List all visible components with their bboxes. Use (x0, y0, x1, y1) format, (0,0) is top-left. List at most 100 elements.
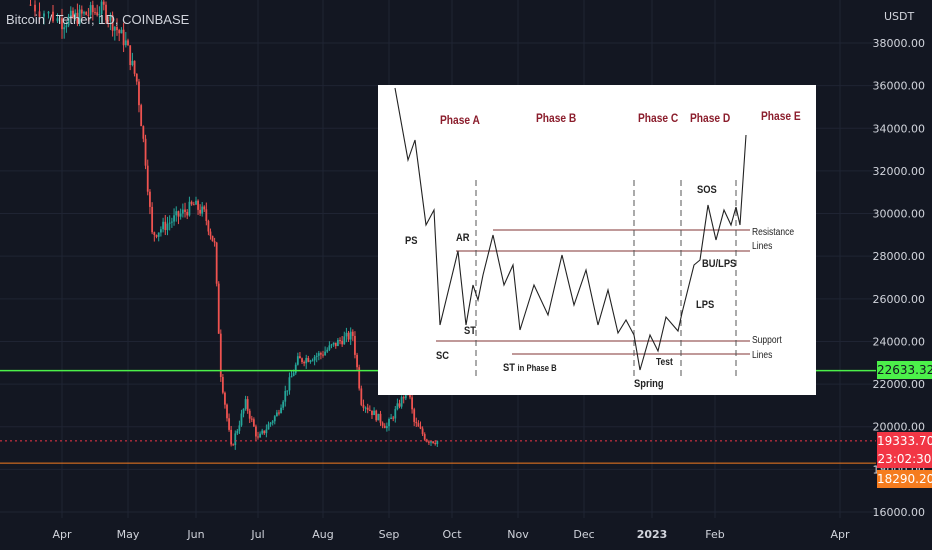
candle-body (371, 410, 373, 416)
candle-body (74, 12, 77, 18)
candle-body (288, 377, 291, 391)
candle-body (343, 336, 346, 345)
candle-body (332, 342, 335, 345)
candle-body (177, 211, 180, 217)
candle-body (354, 335, 356, 355)
candle-body (61, 18, 63, 30)
candle-body (94, 12, 96, 14)
candle-body (360, 388, 363, 405)
candle-body (224, 392, 226, 405)
candle-body (211, 235, 214, 242)
candle-body (215, 242, 218, 284)
candle-body (334, 342, 337, 347)
phase-d-label: Phase D (690, 111, 731, 125)
candle-body (127, 40, 129, 46)
candle-body (230, 429, 233, 445)
candle-body (246, 399, 249, 411)
candle-body (358, 367, 361, 389)
candle-body (303, 361, 306, 364)
candle-body (160, 229, 162, 233)
sc-label: SC (436, 350, 449, 362)
ar-label: AR (456, 232, 470, 244)
y-tick-label: 26000.00 (873, 293, 926, 306)
candle-body (213, 241, 216, 243)
candle-body (170, 221, 173, 223)
candle-body (190, 201, 193, 205)
x-tick-label: Aug (312, 528, 333, 541)
x-tick-label: Apr (52, 528, 72, 541)
bu-lps-label: BU/LPS (702, 258, 737, 270)
resistance-lines-label: Lines (752, 241, 773, 252)
candle-body (98, 14, 101, 16)
candle-body (261, 430, 264, 434)
candle-body (197, 200, 199, 210)
spring-label: Spring (634, 378, 664, 390)
candle-body (430, 441, 432, 443)
candle-body (164, 221, 167, 231)
candle-body (153, 232, 156, 236)
phase-b-label: Phase B (536, 111, 577, 125)
candle-body (296, 356, 299, 365)
candle-body (83, 12, 85, 14)
candle-body (322, 354, 324, 356)
candle-body (47, 11, 50, 14)
phase-e-label: Phase E (761, 109, 801, 123)
candle-body (195, 200, 197, 205)
candle-body (379, 413, 382, 423)
y-tick-label: 24000.00 (873, 335, 926, 348)
candle-body (284, 391, 287, 402)
candle-body (347, 332, 350, 340)
candle-body (87, 14, 90, 16)
x-tick-label: Oct (442, 528, 462, 541)
candle-body (34, 4, 36, 12)
candle-body (257, 436, 259, 438)
candle-body (388, 419, 390, 427)
x-tick-label: Apr (830, 528, 850, 541)
candle-body (273, 416, 276, 422)
phase-c-label: Phase C (638, 111, 679, 125)
candle-body (107, 20, 110, 22)
candle-body (315, 355, 318, 357)
candle-body (267, 424, 270, 430)
x-tick-label: Jul (250, 528, 264, 541)
candle-body (317, 353, 320, 356)
candle-body (168, 222, 171, 224)
st-label: ST (464, 325, 476, 337)
support-lines-label: Lines (752, 350, 773, 361)
candle-body (157, 232, 160, 237)
candle-body (328, 345, 331, 350)
candle-body (65, 25, 68, 28)
candle-body (91, 5, 94, 13)
candle-body (173, 215, 175, 222)
candle-body (400, 397, 403, 407)
candle-body (138, 81, 140, 106)
st-phase-b-label: ST in Phase B (503, 362, 557, 374)
candle-body (307, 357, 310, 362)
candle-body (38, 11, 41, 17)
candle-body (383, 425, 386, 429)
candle-body (226, 404, 228, 419)
candle-body (278, 412, 280, 414)
candle-body (434, 443, 437, 445)
candle-body (43, 13, 45, 17)
candle-body (244, 399, 247, 409)
candle-body (392, 417, 395, 419)
candle-body (337, 340, 339, 347)
candle-body (301, 358, 303, 362)
candle-body (436, 440, 439, 444)
candle-body (205, 209, 208, 221)
x-tick-label: Sep (379, 528, 400, 541)
x-tick-label: Dec (573, 528, 594, 541)
candle-body (240, 413, 243, 426)
axis-unit: USDT (884, 10, 915, 23)
candle-body (394, 409, 397, 419)
x-tick-label: 2023 (637, 528, 668, 541)
candle-body (282, 401, 285, 408)
candle-body (419, 426, 422, 429)
x-tick-label: Jun (186, 528, 204, 541)
candle-body (326, 349, 329, 352)
candle-body (221, 377, 224, 393)
candle-body (286, 390, 289, 392)
candle-body (133, 60, 136, 74)
candle-body (228, 418, 230, 430)
